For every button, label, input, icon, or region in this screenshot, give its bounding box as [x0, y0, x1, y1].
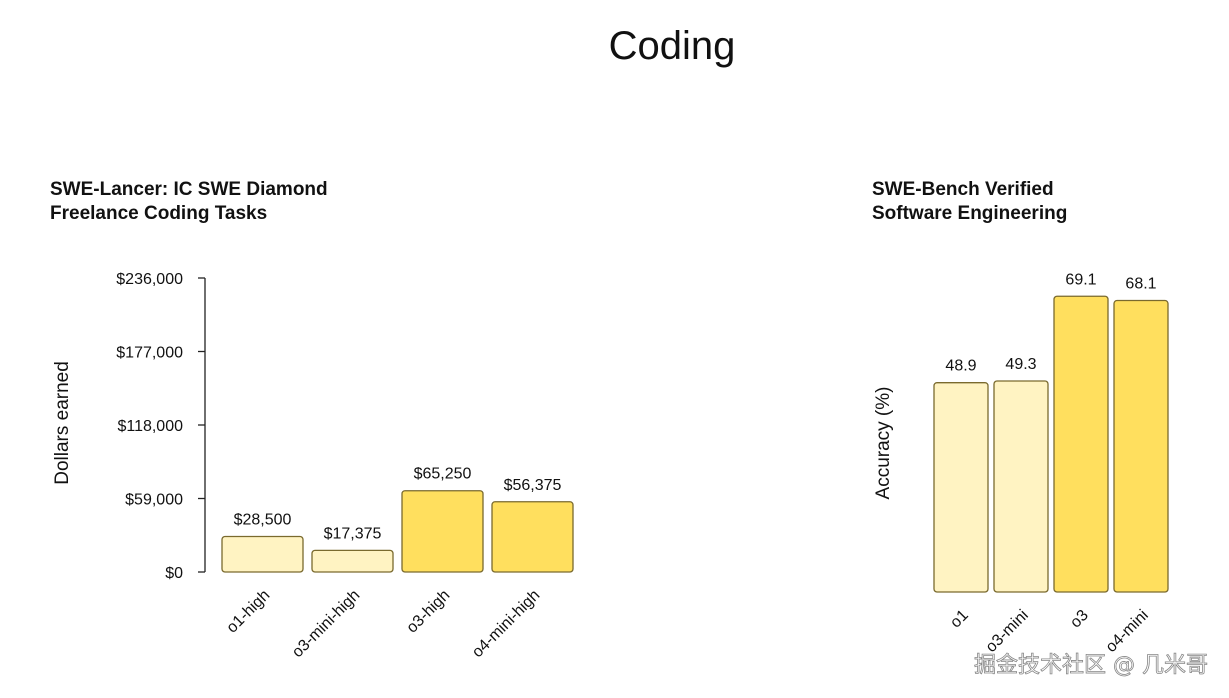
y-tick-label: $236,000 [116, 271, 183, 288]
data-label: $17,375 [324, 525, 382, 542]
bar [221, 535, 304, 573]
swe-lancer-chart: SWE-Lancer: IC SWE Diamond Freelance Cod… [50, 179, 574, 661]
y-tick-label: $59,000 [125, 492, 183, 509]
data-label: $28,500 [234, 511, 292, 528]
y-tick-label: $118,000 [117, 418, 183, 435]
data-label: $56,375 [504, 477, 562, 494]
data-label: 48.9 [945, 358, 976, 375]
data-label: 49.3 [1005, 356, 1036, 373]
chart-title-line-2: Freelance Coding Tasks [50, 203, 267, 224]
data-label: 69.1 [1065, 271, 1096, 288]
y-tick-label: $0 [165, 565, 183, 582]
bar [993, 380, 1049, 593]
bar [401, 490, 484, 573]
x-tick-label: o4-mini-high [469, 587, 543, 661]
swe-bench-chart: SWE-Bench Verified Software Engineering … [872, 179, 1169, 656]
data-label: 68.1 [1125, 276, 1156, 293]
data-label: $65,250 [414, 466, 472, 483]
y-axis-label: Dollars earned [52, 361, 73, 485]
bar [1113, 299, 1169, 593]
x-tick-label: o3 [1067, 607, 1092, 632]
x-tick-label: o3-mini-high [289, 587, 363, 661]
bar [1053, 295, 1109, 593]
y-axis-label: Accuracy (%) [873, 387, 894, 500]
page-title: Coding [609, 24, 736, 68]
watermark: 掘金技术社区 @ 几米哥 [974, 653, 1208, 678]
y-tick-label: $177,000 [116, 345, 183, 362]
chart-title-line-1: SWE-Bench Verified [872, 179, 1054, 200]
bar [311, 549, 394, 573]
x-tick-label: o4-mini [1103, 607, 1152, 656]
bar [933, 382, 989, 593]
x-tick-label: o3-mini [983, 607, 1032, 656]
x-tick-label: o1-high [224, 587, 274, 637]
bar [491, 501, 574, 573]
x-tick-label: o1 [947, 607, 972, 632]
x-tick-label: o3-high [404, 587, 454, 637]
chart-title-line-2: Software Engineering [872, 203, 1067, 224]
chart-title-line-1: SWE-Lancer: IC SWE Diamond [50, 179, 328, 200]
